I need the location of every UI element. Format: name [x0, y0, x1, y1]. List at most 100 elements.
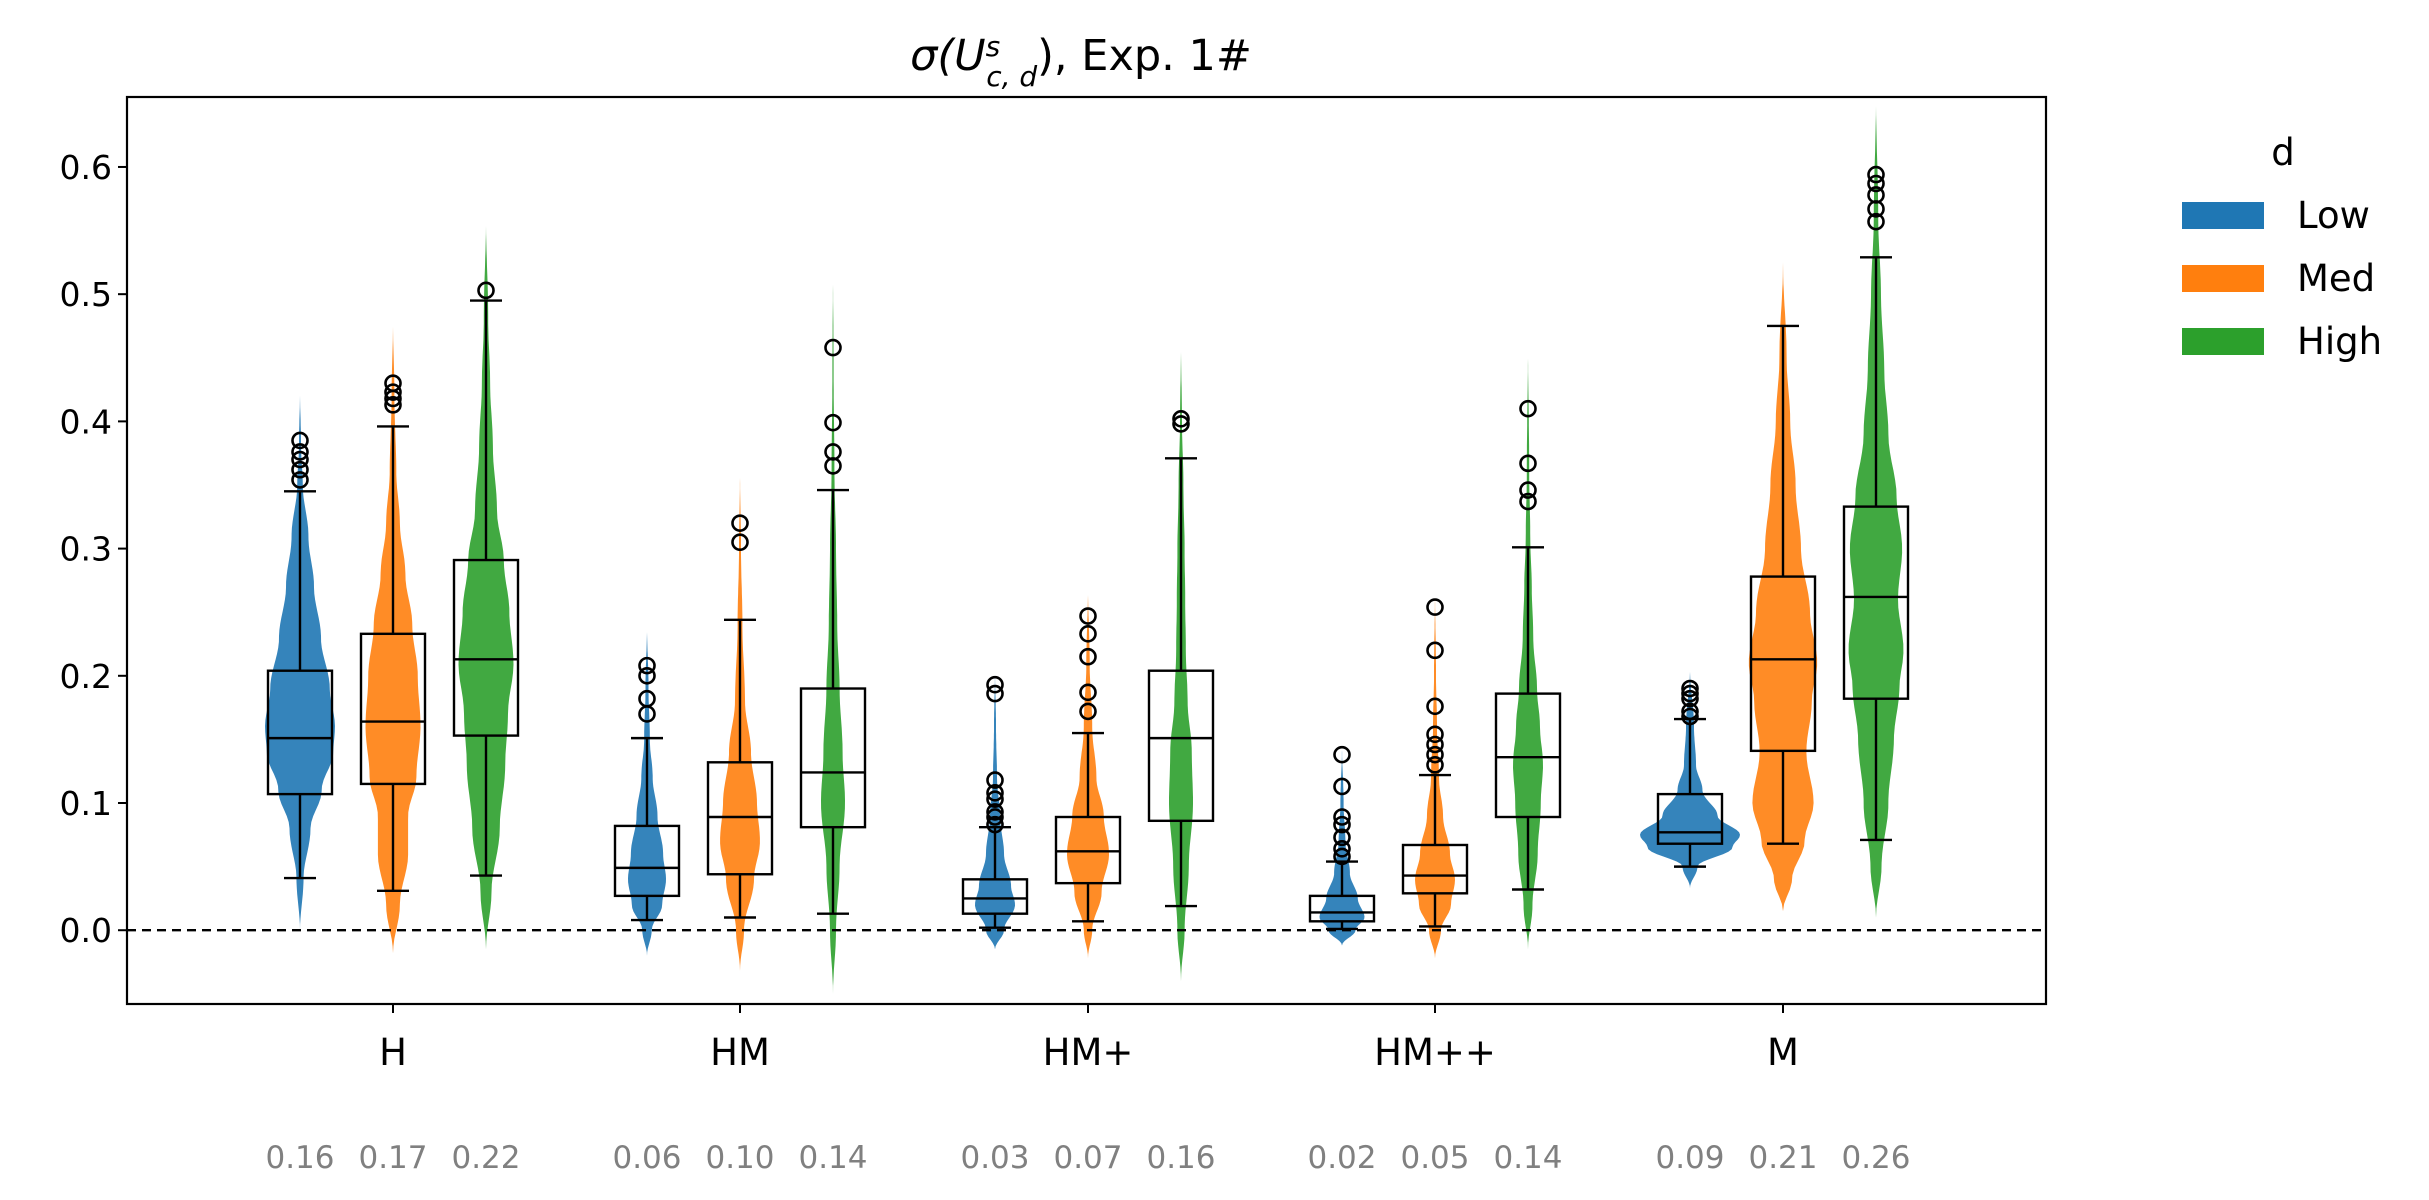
box-iqr: [1842, 505, 1910, 700]
mean-labels: 0.16 0.06 0.03 0.02 0.09 0.17 0.10 0.07 0.05 0.21…: [265, 1140, 1910, 1176]
flier-point: [1333, 815, 1351, 834]
flier-point: [1681, 689, 1699, 708]
flier-point: [1426, 697, 1444, 716]
y-tick-label: 0.4: [60, 402, 112, 441]
flier-point: [986, 771, 1004, 789]
flier-point: [1172, 415, 1190, 433]
mean-label-low-m: 0.09: [1655, 1140, 1724, 1176]
box-low-hm: [613, 656, 681, 922]
flier-point: [731, 514, 749, 532]
y-tick-label: 0.0: [60, 911, 112, 950]
box-med-m: [1749, 324, 1817, 845]
legend: d Low Med High: [2182, 131, 2382, 363]
legend-swatch-med: [2182, 265, 2264, 292]
box-iqr: [452, 558, 520, 737]
flier-point: [477, 281, 495, 300]
flier-point: [1519, 492, 1537, 511]
flier-point: [1333, 847, 1351, 866]
box-high-hm+: [1147, 410, 1215, 908]
flier-point: [1333, 777, 1351, 796]
flier-point: [638, 667, 656, 685]
flier-point: [1519, 481, 1537, 499]
flier-point: [291, 431, 309, 450]
flier-point: [1519, 454, 1537, 473]
flier-point: [384, 396, 402, 414]
flier-point: [638, 689, 656, 708]
flier-point: [291, 443, 309, 461]
flier-point: [986, 808, 1004, 826]
mean-label-med-h: 0.17: [358, 1140, 427, 1176]
box-low-hm++: [1308, 745, 1376, 931]
flier-point: [1079, 625, 1097, 643]
flier-point: [1681, 702, 1699, 721]
box-med-hm: [706, 514, 774, 919]
x-tick-label-m: M: [1767, 1031, 1799, 1074]
flier-point: [824, 443, 842, 461]
flier-point: [1426, 745, 1444, 764]
flier-point: [986, 803, 1004, 821]
box-high-h: [452, 281, 520, 877]
mean-label-med-hm++: 0.05: [1400, 1140, 1469, 1176]
box-low-hm+: [961, 675, 1029, 929]
mean-label-low-hm: 0.06: [612, 1140, 681, 1176]
box-iqr: [613, 824, 681, 898]
box-iqr: [1494, 692, 1562, 819]
box-iqr: [266, 669, 334, 796]
flier-point: [1867, 186, 1885, 204]
flier-point: [986, 675, 1004, 694]
legend-label-low: Low: [2297, 194, 2370, 237]
y-tick-label: 0.1: [60, 784, 112, 823]
flier-point: [986, 815, 1004, 834]
flier-point: [824, 413, 842, 432]
flier-point: [1172, 410, 1190, 428]
box-iqr: [961, 878, 1029, 915]
flier-point: [291, 450, 309, 469]
y-tick-label: 0.5: [60, 275, 112, 314]
box-iqr: [1054, 815, 1122, 885]
mean-label-med-hm: 0.10: [705, 1140, 774, 1176]
flier-point: [384, 374, 402, 393]
box-med-hm++: [1401, 598, 1469, 928]
plot-frame: [125, 95, 2048, 1006]
flier-point: [291, 471, 309, 489]
flier-point: [1426, 725, 1444, 744]
flier-point: [1426, 641, 1444, 660]
mean-label-med-hm+: 0.07: [1053, 1140, 1122, 1176]
boxes-layer: [266, 165, 1910, 931]
flier-point: [1079, 683, 1097, 702]
mean-label-high-hm++: 0.14: [1493, 1140, 1562, 1176]
box-iqr: [1656, 792, 1724, 845]
box-iqr: [1749, 575, 1817, 753]
chart-title: σ(Us c, d), Exp. 1#: [910, 30, 1252, 93]
flier-point: [1079, 607, 1097, 625]
x-tick-label-hm+: HM+: [1043, 1031, 1134, 1074]
flier-point: [1681, 707, 1699, 726]
flier-point: [1681, 684, 1699, 703]
flier-point: [1333, 808, 1351, 826]
flier-point: [1333, 828, 1351, 847]
box-iqr: [359, 632, 427, 786]
box-high-hm++: [1494, 399, 1562, 891]
flier-point: [1867, 174, 1885, 193]
box-iqr: [1147, 669, 1215, 823]
mean-label-high-hm+: 0.16: [1146, 1140, 1215, 1176]
box-med-hm+: [1054, 607, 1122, 923]
x-tick-label-h: H: [379, 1031, 407, 1074]
y-tick-label: 0.2: [60, 657, 112, 696]
x-tick-label-hm: HM: [710, 1031, 770, 1074]
box-med-h: [359, 374, 427, 892]
flier-point: [638, 656, 656, 675]
flier-point: [1333, 745, 1351, 764]
box-iqr: [706, 761, 774, 876]
violin-med-h: [365, 319, 421, 954]
chart-title-sup: s: [986, 30, 1001, 63]
flier-point: [986, 790, 1004, 808]
mean-label-high-hm: 0.14: [798, 1140, 867, 1176]
violin-high-h: [458, 217, 514, 950]
flier-point: [1519, 399, 1537, 418]
mean-label-high-m: 0.26: [1841, 1140, 1910, 1176]
flier-point: [824, 338, 842, 357]
flier-point: [1867, 165, 1885, 184]
flier-point: [1867, 212, 1885, 231]
